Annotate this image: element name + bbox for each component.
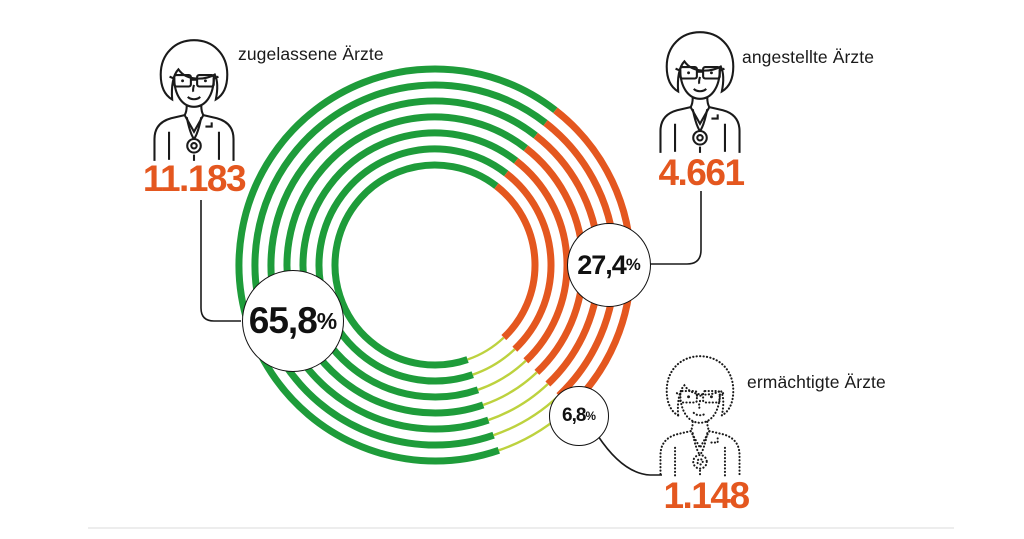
ring-segment-1 [494, 183, 539, 341]
ring-segment-0 [251, 81, 548, 449]
ring-segment-0 [315, 145, 509, 385]
ring-segment-2 [467, 336, 505, 361]
connector-line-zugelassene [200, 200, 241, 322]
ring-segment-0 [331, 161, 499, 369]
segment-label-ermaechtigte: ermächtigte Ärzte [747, 372, 886, 392]
percent-sign: % [585, 409, 596, 423]
ring-segment-0 [267, 97, 538, 433]
segment-count-ermaechtigte: 1.148 [663, 475, 750, 516]
ring-segment-2 [472, 348, 516, 376]
percent-value: 6,8 [562, 405, 586, 426]
female-doctor-icon [648, 28, 752, 155]
segment-label-zugelassene: zugelassene Ärzte [238, 44, 384, 64]
ring-segment-0 [283, 113, 529, 417]
ring-segment-1 [513, 158, 571, 364]
percent-value: 27,4 [577, 249, 627, 280]
percent-sign: % [625, 255, 641, 274]
ring-segment-0 [235, 65, 558, 465]
percent-bubble-ermaechtigte: 6,8% [549, 386, 609, 446]
ring-segment-2 [477, 359, 527, 391]
female-doctor-dotted-icon [648, 352, 752, 479]
segment-count-angestellte: 4.661 [658, 152, 745, 193]
percent-sign: % [316, 307, 338, 334]
ring-segment-0 [299, 129, 519, 401]
percent-bubble-angestellte: 27,4% [567, 223, 651, 307]
connector-line-ermaechtigte [597, 435, 662, 476]
segment-label-angestellte: angestellte Ärzte [742, 47, 875, 67]
percent-bubble-zugelassene: 65,8% [242, 270, 344, 372]
female-doctor-icon [142, 36, 246, 163]
segment-count-zugelassene: 11.183 [142, 158, 247, 199]
bottom-divider-line [88, 527, 954, 529]
connector-line-angestellte [649, 191, 702, 265]
ring-segment-2 [482, 371, 538, 407]
percent-value: 65,8 [248, 300, 318, 341]
ring-segment-2 [487, 383, 549, 422]
ring-segment-1 [504, 170, 555, 352]
